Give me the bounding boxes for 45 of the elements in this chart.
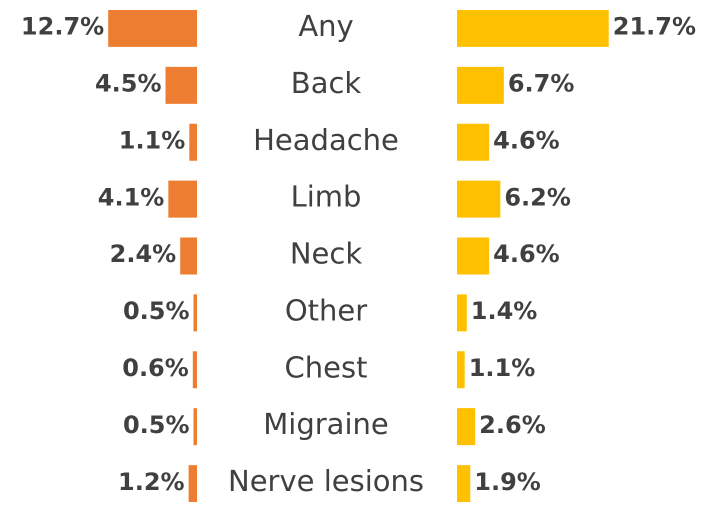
bar <box>194 408 197 446</box>
data-label: 2.4% <box>110 240 176 268</box>
y-tick-label: Neck <box>290 236 362 271</box>
data-label: 0.5% <box>122 297 190 326</box>
data-label: 4.5% <box>94 70 162 98</box>
bar <box>457 351 465 388</box>
data-label: 6.7% <box>508 70 574 98</box>
bar <box>194 294 197 332</box>
data-label: 1.4% <box>470 297 538 326</box>
y-tick-label: Nerve lesions <box>228 464 424 498</box>
bar <box>457 408 476 446</box>
data-label: 0.5% <box>122 410 190 439</box>
bar <box>192 351 197 388</box>
y-tick-label: Migraine <box>263 407 389 442</box>
bar <box>457 66 504 104</box>
data-label: 1.1% <box>468 354 536 382</box>
bar <box>180 238 197 274</box>
data-label: 1.2% <box>118 468 185 496</box>
bar <box>168 180 197 218</box>
data-label: 12.7% <box>20 12 104 41</box>
bar <box>457 180 500 218</box>
bar <box>166 66 197 104</box>
data-label: 0.6% <box>122 354 189 382</box>
y-tick-label: Back <box>290 66 362 100</box>
bar <box>457 10 609 47</box>
y-tick-label: Limb <box>290 180 362 214</box>
bar <box>189 124 197 161</box>
y-tick-label: Chest <box>284 350 368 384</box>
data-label: 1.1% <box>118 126 186 154</box>
bar <box>108 10 197 47</box>
y-tick-label: Other <box>284 293 368 328</box>
bar <box>457 124 490 161</box>
y-tick-label: Any <box>298 8 354 43</box>
bar <box>457 465 470 502</box>
bar <box>188 465 197 502</box>
data-label: 21.7% <box>612 12 696 41</box>
bar <box>457 238 490 274</box>
data-label: 4.6% <box>493 240 560 268</box>
data-label: 1.9% <box>474 468 541 496</box>
y-tick-label: Headache <box>253 122 399 157</box>
data-label: 4.1% <box>98 183 164 212</box>
data-label: 4.6% <box>493 126 560 154</box>
bar <box>457 294 467 332</box>
data-label: 6.2% <box>504 183 571 212</box>
data-label: 2.6% <box>479 410 546 439</box>
